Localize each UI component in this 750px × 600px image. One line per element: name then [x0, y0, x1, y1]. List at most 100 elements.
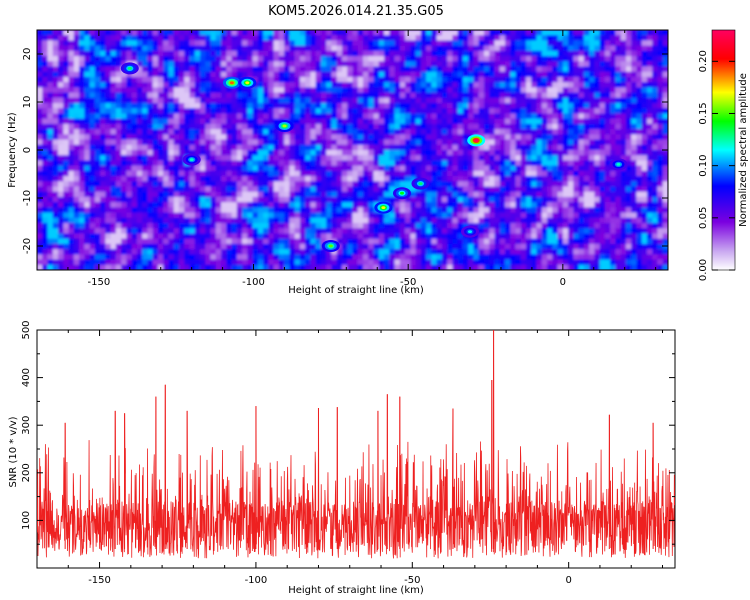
- heatmap-cell: [394, 139, 401, 146]
- heatmap-cell: [299, 217, 306, 224]
- heatmap-cell: [594, 196, 601, 203]
- heatmap-cell: [531, 196, 538, 203]
- heatmap-cell: [47, 233, 54, 240]
- heatmap-cell: [331, 45, 338, 52]
- heatmap-cell: [552, 129, 559, 135]
- heatmap-cell: [310, 50, 317, 57]
- heatmap-cell: [157, 186, 164, 193]
- heatmap-cell: [363, 176, 369, 182]
- heatmap-cell: [583, 223, 590, 229]
- heatmap-cell: [646, 202, 653, 208]
- heatmap-cell: [441, 139, 448, 146]
- heatmap-cell: [536, 139, 543, 146]
- heatmap-cell: [173, 223, 180, 229]
- heatmap-cell: [157, 76, 164, 83]
- heatmap-cell: [278, 176, 285, 182]
- heatmap-cell: [242, 144, 248, 151]
- heatmap-cell: [126, 186, 133, 193]
- heatmap-cell: [84, 217, 91, 224]
- heatmap-cell: [284, 108, 290, 115]
- heatmap-cell: [110, 176, 117, 182]
- heatmap-cell: [194, 30, 201, 36]
- heatmap-cell: [473, 144, 480, 151]
- heatmap-cell: [510, 150, 517, 156]
- heatmap-cell: [305, 233, 312, 240]
- heatmap-cell: [415, 160, 422, 167]
- heatmap-cell: [657, 50, 664, 57]
- heatmap-cell: [189, 50, 196, 57]
- heatmap-cell: [420, 191, 427, 198]
- heatmap-cell: [341, 82, 348, 88]
- heatmap-cell: [510, 160, 517, 167]
- heatmap-cell: [347, 139, 354, 146]
- heatmap-cell: [473, 238, 480, 245]
- heatmap-cell: [483, 40, 490, 47]
- heatmap-cell: [431, 76, 438, 83]
- heatmap-cell: [363, 61, 369, 68]
- heatmap-cell: [226, 202, 233, 208]
- heatmap-cell: [94, 134, 101, 141]
- heatmap-cell: [583, 139, 590, 146]
- heatmap-cell: [531, 61, 538, 68]
- heatmap-cell: [79, 150, 85, 156]
- heatmap-cell: [657, 170, 664, 177]
- heatmap-cell: [657, 108, 664, 115]
- heatmap-cell: [299, 118, 306, 125]
- heatmap-cell: [305, 103, 312, 109]
- heatmap-cell: [399, 150, 406, 156]
- heatmap-cell: [478, 176, 485, 182]
- heatmap-cell: [452, 134, 459, 141]
- heatmap-cell: [147, 223, 154, 229]
- heatmap-cell: [310, 123, 317, 130]
- heatmap-cell: [489, 45, 496, 52]
- heatmap-cell: [252, 66, 259, 73]
- heatmap-cell: [47, 82, 54, 88]
- heatmap-cell: [510, 118, 517, 125]
- heatmap-cell: [526, 217, 532, 224]
- heatmap-cell: [373, 233, 380, 240]
- heatmap-cell: [494, 191, 501, 198]
- heatmap-cell: [536, 35, 543, 42]
- heatmap-cell: [410, 191, 417, 198]
- heatmap-cell: [357, 50, 364, 57]
- heatmap-cell: [52, 223, 59, 229]
- heatmap-cell: [178, 243, 185, 250]
- heatmap-cell: [221, 238, 227, 245]
- heatmap-cell: [315, 87, 322, 94]
- heatmap-cell: [615, 40, 622, 47]
- heatmap-cell: [257, 30, 264, 36]
- heatmap-cell: [541, 150, 548, 156]
- heatmap-cell: [105, 223, 112, 229]
- heatmap-cell: [263, 56, 269, 62]
- heatmap-cell: [37, 76, 43, 83]
- heatmap-cell: [662, 186, 668, 193]
- heatmap-cell: [583, 82, 590, 88]
- heatmap-cell: [373, 165, 380, 172]
- heatmap-cell: [136, 181, 143, 188]
- heatmap-cell: [110, 118, 117, 125]
- heatmap-cell: [441, 228, 448, 235]
- heatmap-cell: [494, 223, 501, 229]
- heatmap-cell: [531, 66, 538, 73]
- heatmap-cell: [547, 108, 553, 115]
- heatmap-cell: [105, 144, 112, 151]
- heatmap-cell: [599, 165, 606, 172]
- heatmap-cell: [94, 150, 101, 156]
- heatmap-cell: [373, 139, 380, 146]
- heatmap-cell: [536, 176, 543, 182]
- heatmap-cell: [310, 56, 317, 62]
- heatmap-cell: [273, 155, 280, 162]
- heatmap-cell: [394, 50, 401, 57]
- heatmap-cell: [394, 123, 401, 130]
- heatmap-cell: [284, 165, 290, 172]
- heatmap-cell: [42, 92, 49, 99]
- heatmap-cell: [583, 170, 590, 177]
- heatmap-cell: [599, 160, 606, 167]
- heatmap-cell: [526, 144, 532, 151]
- heatmap-cell: [531, 97, 538, 104]
- heatmap-cell: [310, 71, 317, 78]
- heatmap-cell: [63, 181, 70, 188]
- heatmap-cell: [452, 92, 459, 99]
- heatmap-cell: [457, 223, 464, 229]
- heatmap-cell: [431, 82, 438, 88]
